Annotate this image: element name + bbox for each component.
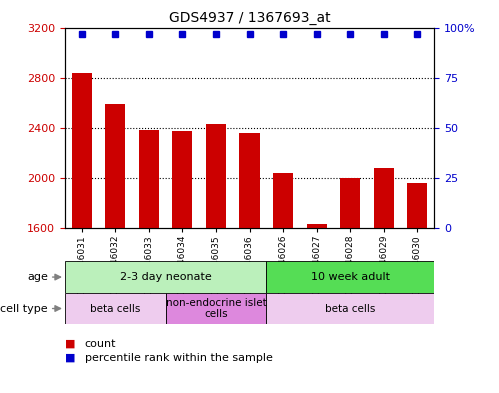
Bar	[266, 293, 434, 324]
Bar	[105, 104, 125, 228]
Bar	[374, 169, 394, 228]
Text: beta cells: beta cells	[90, 303, 140, 314]
Text: age: age	[27, 272, 48, 282]
Bar	[240, 133, 259, 228]
Text: cell type: cell type	[0, 303, 48, 314]
Text: beta cells: beta cells	[325, 303, 375, 314]
Text: 2-3 day neonate: 2-3 day neonate	[120, 272, 212, 282]
Bar	[139, 130, 159, 228]
Bar	[273, 173, 293, 228]
Bar	[407, 183, 428, 228]
Text: percentile rank within the sample: percentile rank within the sample	[85, 353, 273, 363]
Title: GDS4937 / 1367693_at: GDS4937 / 1367693_at	[169, 11, 330, 25]
Bar	[65, 261, 266, 293]
Text: ■: ■	[65, 339, 75, 349]
Text: non-endocrine islet
cells: non-endocrine islet cells	[166, 298, 266, 319]
Text: count: count	[85, 339, 116, 349]
Bar	[172, 131, 193, 228]
Text: 10 week adult: 10 week adult	[311, 272, 390, 282]
Text: ■: ■	[65, 353, 75, 363]
Bar	[266, 261, 434, 293]
Bar	[340, 178, 360, 228]
Bar	[306, 224, 327, 228]
Bar	[71, 73, 92, 228]
Bar	[206, 124, 226, 228]
Bar	[65, 293, 166, 324]
Bar	[166, 293, 266, 324]
